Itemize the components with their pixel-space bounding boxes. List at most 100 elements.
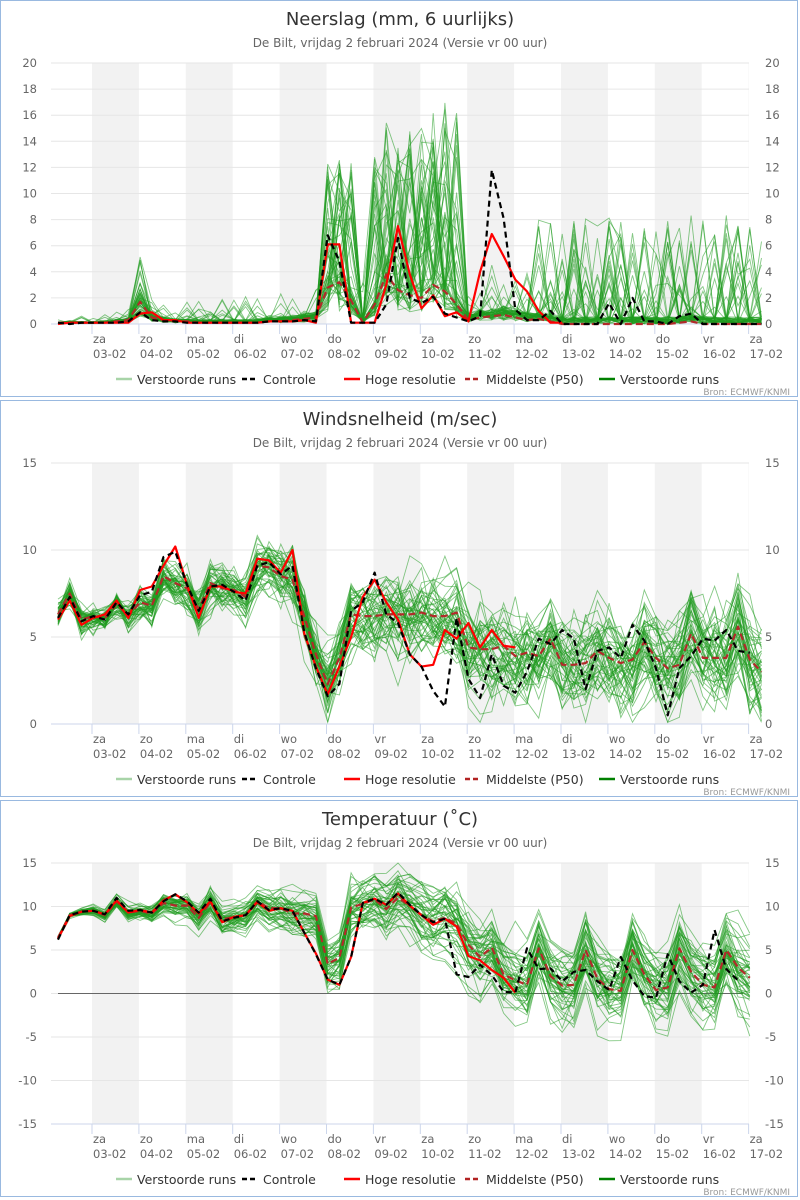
ensemble-member-line xyxy=(57,547,762,713)
ensemble-member-line xyxy=(57,558,762,698)
y-tick-label-left: -15 xyxy=(18,1117,37,1131)
x-tick-day: do xyxy=(656,1132,670,1146)
legend-label: Middelste (P50) xyxy=(486,1172,584,1187)
wind-chart: Windsnelheid (m/sec) De Bilt, vrijdag 2 f… xyxy=(22,409,790,798)
y-tick-label-right: -5 xyxy=(765,1030,776,1044)
x-tick-day: do xyxy=(328,332,342,346)
series-line-middelste-p50 xyxy=(57,896,751,992)
x-tick-day: ma xyxy=(187,732,205,746)
x-tick-day: za xyxy=(750,732,763,746)
temperature-chart-panel: Temperatuur (˚C) De Bilt, vrijdag 2 febru… xyxy=(0,800,798,1198)
legend-item[interactable]: Verstoorde runs xyxy=(599,772,719,787)
series-line-controle xyxy=(57,168,762,326)
x-tick-date: 11-02 xyxy=(468,347,501,361)
legend-label: Middelste (P50) xyxy=(486,772,584,787)
ensemble-member-line xyxy=(57,542,762,723)
x-tick-day: do xyxy=(656,332,670,346)
legend-item[interactable]: Hoge resolutie xyxy=(344,372,456,387)
x-tick-day: ma xyxy=(515,1132,533,1146)
x-tick-date: 05-02 xyxy=(187,1147,220,1161)
legend-label: Verstoorde runs xyxy=(620,1172,719,1187)
legend-item[interactable]: Hoge resolutie xyxy=(344,1172,456,1187)
x-tick-date: 05-02 xyxy=(187,747,220,761)
y-tick-label-left: 4 xyxy=(30,265,37,279)
legend-label: Verstoorde runs xyxy=(137,772,236,787)
x-tick-date: 14-02 xyxy=(609,1147,642,1161)
y-tick-label-right: 15 xyxy=(765,856,780,870)
y-tick-label-left: 10 xyxy=(22,543,37,557)
x-tick-day: za xyxy=(421,332,434,346)
chart-title: Neerslag (mm, 6 uurlijks) xyxy=(286,9,514,30)
x-tick-date: 14-02 xyxy=(609,347,642,361)
legend-label: Verstoorde runs xyxy=(620,772,719,787)
legend-item[interactable]: Middelste (P50) xyxy=(465,1172,584,1187)
y-tick-label-right: 5 xyxy=(765,630,772,644)
y-tick-label-right: 5 xyxy=(765,943,772,957)
x-tick-date: 06-02 xyxy=(234,347,267,361)
x-tick-day: do xyxy=(656,732,670,746)
y-tick-label-left: 8 xyxy=(30,213,37,227)
x-tick-day: di xyxy=(562,1132,573,1146)
source-credit: Bron: ECMWF/KNMI xyxy=(703,388,790,398)
y-tick-label-left: 12 xyxy=(22,160,37,174)
ensemble-member-line xyxy=(57,896,751,1037)
legend-label: Controle xyxy=(263,772,316,787)
x-tick-day: di xyxy=(234,1132,245,1146)
x-tick-day: ma xyxy=(515,332,533,346)
y-tick-label-left: 14 xyxy=(22,134,37,148)
y-tick-label-left: 0 xyxy=(30,987,37,1001)
legend-item[interactable]: Middelste (P50) xyxy=(465,772,584,787)
x-tick-date: 13-02 xyxy=(562,1147,595,1161)
source-credit: Bron: ECMWF/KNMI xyxy=(703,788,790,798)
chart-subtitle: De Bilt, vrijdag 2 februari 2024 (Versie… xyxy=(253,836,548,850)
legend-item[interactable]: Controle xyxy=(242,372,316,387)
x-tick-date: 13-02 xyxy=(562,747,595,761)
x-tick-date: 16-02 xyxy=(703,747,736,761)
chart-subtitle: De Bilt, vrijdag 2 februari 2024 (Versie… xyxy=(253,436,548,450)
x-tick-day: do xyxy=(328,732,342,746)
y-tick-label-right: 18 xyxy=(765,82,780,96)
legend-item[interactable]: Controle xyxy=(242,1172,316,1187)
x-tick-date: 12-02 xyxy=(515,747,548,761)
x-tick-day: za xyxy=(421,1132,434,1146)
y-tick-label-right: -15 xyxy=(765,1117,784,1131)
legend-item[interactable]: Verstoorde runs xyxy=(116,372,236,387)
legend-item[interactable]: Verstoorde runs xyxy=(599,372,719,387)
legend-item[interactable]: Verstoorde runs xyxy=(116,772,236,787)
x-tick-date: 10-02 xyxy=(421,1147,454,1161)
x-tick-day: ma xyxy=(515,732,533,746)
y-tick-label-right: 0 xyxy=(765,317,772,331)
legend-item[interactable]: Middelste (P50) xyxy=(465,372,584,387)
x-tick-date: 07-02 xyxy=(281,747,314,761)
legend-item[interactable]: Verstoorde runs xyxy=(599,1172,719,1187)
chart-legend: Verstoorde runs Controle Hoge resolutie Mid… xyxy=(116,1172,719,1187)
legend-item[interactable]: Controle xyxy=(242,772,316,787)
x-tick-date: 04-02 xyxy=(140,1147,173,1161)
ensemble-member-line xyxy=(57,567,762,713)
y-tick-label-left: -5 xyxy=(26,1030,37,1044)
legend-label: Controle xyxy=(263,1172,316,1187)
x-tick-date: 10-02 xyxy=(421,347,454,361)
ensemble-member-line xyxy=(57,558,762,701)
x-tick-date: 04-02 xyxy=(140,347,173,361)
x-tick-day: vr xyxy=(374,1132,386,1146)
y-tick-label-right: 10 xyxy=(765,900,780,914)
x-tick-day: wo xyxy=(609,1132,625,1146)
legend-item[interactable]: Verstoorde runs xyxy=(116,1172,236,1187)
legend-item[interactable]: Hoge resolutie xyxy=(344,772,456,787)
x-tick-day: wo xyxy=(281,732,297,746)
x-tick-date: 03-02 xyxy=(93,747,126,761)
x-tick-day: vr xyxy=(374,332,386,346)
x-tick-date: 04-02 xyxy=(140,747,173,761)
ensemble-members xyxy=(57,862,751,1042)
x-tick-date: 17-02 xyxy=(750,1147,783,1161)
x-tick-date: 12-02 xyxy=(515,347,548,361)
x-tick-date: 11-02 xyxy=(468,747,501,761)
x-tick-date: 15-02 xyxy=(656,1147,689,1161)
x-tick-day: ma xyxy=(187,332,205,346)
y-tick-label-left: 6 xyxy=(30,239,37,253)
legend-label: Hoge resolutie xyxy=(365,372,456,387)
y-tick-label-right: 12 xyxy=(765,160,780,174)
y-tick-label-right: 2 xyxy=(765,291,772,305)
y-tick-label-left: 16 xyxy=(22,108,37,122)
